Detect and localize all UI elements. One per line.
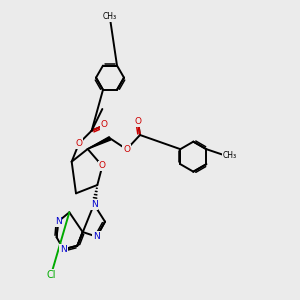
Text: CH₃: CH₃ (223, 152, 237, 160)
Text: Cl: Cl (46, 270, 56, 280)
Text: O: O (99, 161, 106, 170)
Text: CH₃: CH₃ (103, 12, 117, 21)
Text: O: O (135, 118, 142, 127)
Text: N: N (55, 217, 62, 226)
Text: O: O (76, 139, 82, 148)
Text: O: O (100, 120, 107, 129)
Polygon shape (88, 137, 111, 149)
Text: O: O (123, 145, 130, 154)
Text: N: N (60, 245, 67, 254)
Text: N: N (93, 232, 100, 241)
Text: N: N (91, 200, 98, 209)
